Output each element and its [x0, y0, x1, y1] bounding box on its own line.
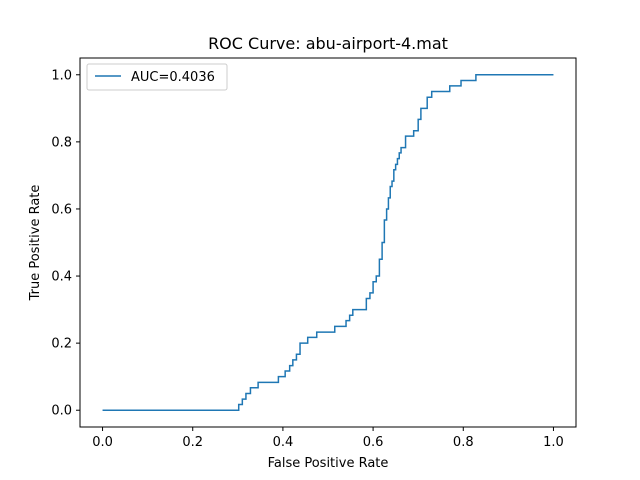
- y-tick-label: 0.8: [51, 135, 72, 150]
- x-tick-label: 0.4: [273, 435, 294, 450]
- axes-frame: [79, 57, 577, 428]
- y-tick-label: 0.6: [51, 202, 72, 217]
- y-tick-label: 0.2: [51, 337, 72, 352]
- roc-curve-line: [102, 74, 554, 411]
- x-tick-label: 0.2: [182, 435, 203, 450]
- y-tick-label: 0.0: [51, 404, 72, 419]
- legend-entry-label: AUC=0.4036: [131, 70, 215, 85]
- legend-frame: [86, 63, 228, 91]
- x-tick-label: 0.0: [92, 435, 113, 450]
- x-tick-label: 0.6: [363, 435, 384, 450]
- x-axis-label: False Positive Rate: [268, 456, 389, 471]
- y-tick-label: 1.0: [51, 68, 72, 83]
- legend: AUC=0.4036: [86, 63, 228, 91]
- plot-area: [102, 74, 554, 411]
- y-tick-label: 0.4: [51, 270, 72, 285]
- x-tick-label: 1.0: [543, 435, 564, 450]
- x-tick-label: 0.8: [453, 435, 474, 450]
- y-axis-label: True Positive Rate: [28, 185, 43, 302]
- y-axis: 0.0 0.2 0.4 0.6 0.8 1.0: [51, 68, 80, 419]
- chart-title: ROC Curve: abu-airport-4.mat: [208, 34, 448, 53]
- x-axis: 0.0 0.2 0.4 0.6 0.8 1.0: [92, 427, 564, 450]
